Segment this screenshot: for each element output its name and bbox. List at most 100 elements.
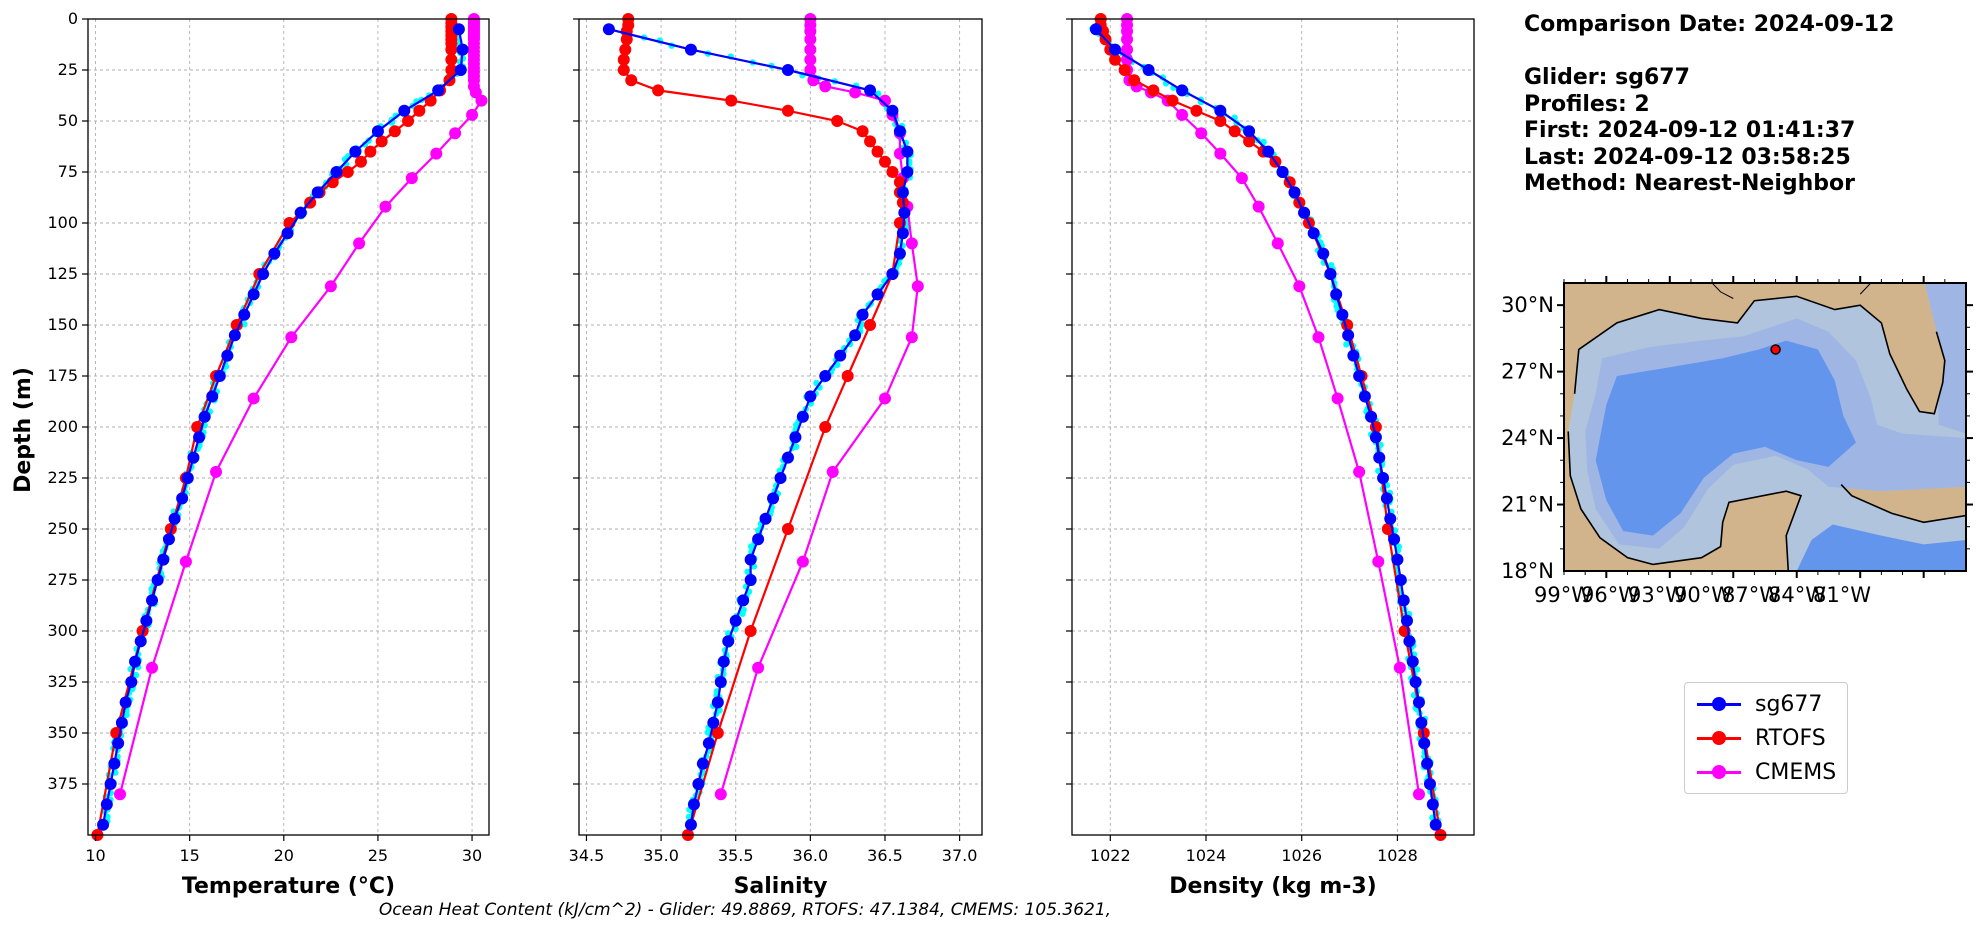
data-point-sg677 (1243, 125, 1256, 138)
y-tick-label: 100 (47, 213, 78, 232)
y-axis-label: Depth (m) (11, 367, 36, 493)
data-point-sg677 (176, 492, 189, 505)
data-point-CMEMS (1353, 465, 1366, 478)
gulf-deep (1595, 340, 1856, 536)
x-axis-label: Temperature (°C) (182, 874, 395, 899)
y-tick-label: 375 (47, 774, 78, 793)
data-point-sg677 (774, 472, 787, 484)
data-point-sg677 (193, 431, 206, 444)
profile-count: Profiles: 2 (1524, 91, 1650, 117)
first-time: First: 2024-09-12 01:41:37 (1524, 118, 1856, 143)
data-point-sg677 (722, 635, 735, 648)
panel-2: 34.5 35.0 35.5 36.0 36.5 37.0 Salinity (569, 13, 983, 899)
series-line-sg677 (608, 28, 909, 825)
data-point-sg677 (268, 247, 281, 260)
data-point-sg677 (1426, 798, 1439, 811)
data-point-RTOFS (744, 625, 757, 637)
data-point-sg677 (1288, 186, 1301, 199)
data-point-sg677 (1262, 145, 1275, 158)
data-point-RTOFS (1128, 74, 1141, 87)
x-tick-label: 1028 (1377, 846, 1418, 865)
x-tick-label: 1024 (1186, 846, 1227, 865)
raw-glider-point (1413, 666, 1421, 673)
raw-glider-point (747, 543, 755, 550)
coastline (1573, 295, 1946, 415)
data-point-CMEMS (804, 53, 817, 66)
map-lon-label: 84°W (1768, 583, 1826, 607)
x-tick-label: 35.0 (643, 846, 679, 865)
legend-label: RTOFS (1755, 725, 1826, 751)
data-point-sg677 (1307, 227, 1320, 240)
data-point-CMEMS (449, 127, 462, 140)
map-lon-label: 96°W (1581, 583, 1639, 607)
x-axis-label: Salinity (734, 874, 828, 899)
data-point-sg677 (100, 798, 113, 811)
data-point-CMEMS (1331, 392, 1344, 405)
data-point-sg677 (1429, 818, 1442, 831)
data-point-sg677 (1365, 410, 1378, 423)
data-point-RTOFS (1214, 115, 1227, 127)
data-point-CMEMS (1412, 788, 1425, 801)
data-point-sg677 (162, 533, 175, 546)
legend-item-sg677: sg677 (1693, 689, 1822, 719)
data-point-RTOFS (831, 115, 844, 127)
data-point-CMEMS (146, 661, 159, 674)
data-point-sg677 (834, 349, 847, 362)
data-point-RTOFS (617, 64, 630, 76)
data-point-sg677 (330, 166, 343, 178)
data-point-sg677 (1089, 23, 1102, 36)
data-point-sg677 (714, 676, 727, 688)
raw-glider-point (739, 610, 746, 617)
data-point-CMEMS (210, 465, 223, 478)
data-point-sg677 (1176, 84, 1189, 97)
data-point-RTOFS (864, 319, 877, 331)
data-point-sg677 (1388, 533, 1401, 546)
data-point-sg677 (1412, 696, 1425, 709)
data-point-sg677 (198, 410, 211, 423)
data-point-RTOFS (402, 115, 415, 127)
data-point-sg677 (112, 737, 125, 750)
raw-glider-point (123, 711, 130, 719)
data-point-RTOFS (886, 166, 899, 178)
data-point-sg677 (146, 594, 159, 607)
y-tick-label: 250 (47, 519, 78, 538)
data-point-sg677 (247, 288, 260, 301)
data-point-RTOFS (878, 155, 891, 168)
data-point-sg677 (1423, 778, 1436, 790)
x-tick-label: 35.5 (718, 846, 754, 865)
data-point-sg677 (692, 778, 705, 790)
data-point-CMEMS (1176, 108, 1189, 121)
data-point-sg677 (1214, 104, 1227, 117)
data-point-RTOFS (856, 125, 869, 138)
comparison-date: Comparison Date: 2024-09-12 (1524, 12, 1895, 37)
data-point-CMEMS (114, 788, 127, 801)
border-line (1859, 283, 1879, 295)
data-point-sg677 (1109, 43, 1122, 56)
data-point-RTOFS (781, 523, 794, 535)
data-point-sg677 (781, 64, 794, 76)
map-lat-label: 27°N (1501, 360, 1554, 384)
data-point-sg677 (129, 655, 142, 668)
data-point-RTOFS (1243, 135, 1256, 148)
data-point-sg677 (452, 23, 465, 36)
data-point-CMEMS (1214, 147, 1227, 160)
data-point-sg677 (696, 757, 709, 770)
data-point-sg677 (849, 329, 862, 342)
data-point-RTOFS (354, 155, 367, 168)
series-line-sg677 (102, 29, 464, 825)
x-tick-label: 34.5 (569, 846, 605, 865)
data-point-CMEMS (1393, 661, 1406, 674)
x-axis-label: Density (kg m-3) (1169, 874, 1377, 899)
data-point-RTOFS (388, 125, 401, 138)
data-point-CMEMS (1312, 331, 1325, 344)
method: Method: Nearest-Neighbor (1524, 171, 1855, 196)
data-point-RTOFS (445, 43, 458, 56)
series-line-CMEMS (1125, 19, 1421, 795)
data-point-RTOFS (375, 135, 388, 148)
data-point-RTOFS (364, 145, 377, 158)
data-point-RTOFS (781, 104, 794, 117)
data-point-sg677 (125, 676, 138, 688)
data-point-RTOFS (1147, 84, 1160, 97)
data-point-sg677 (1358, 390, 1371, 403)
map-lon-label: 90°W (1674, 583, 1732, 607)
